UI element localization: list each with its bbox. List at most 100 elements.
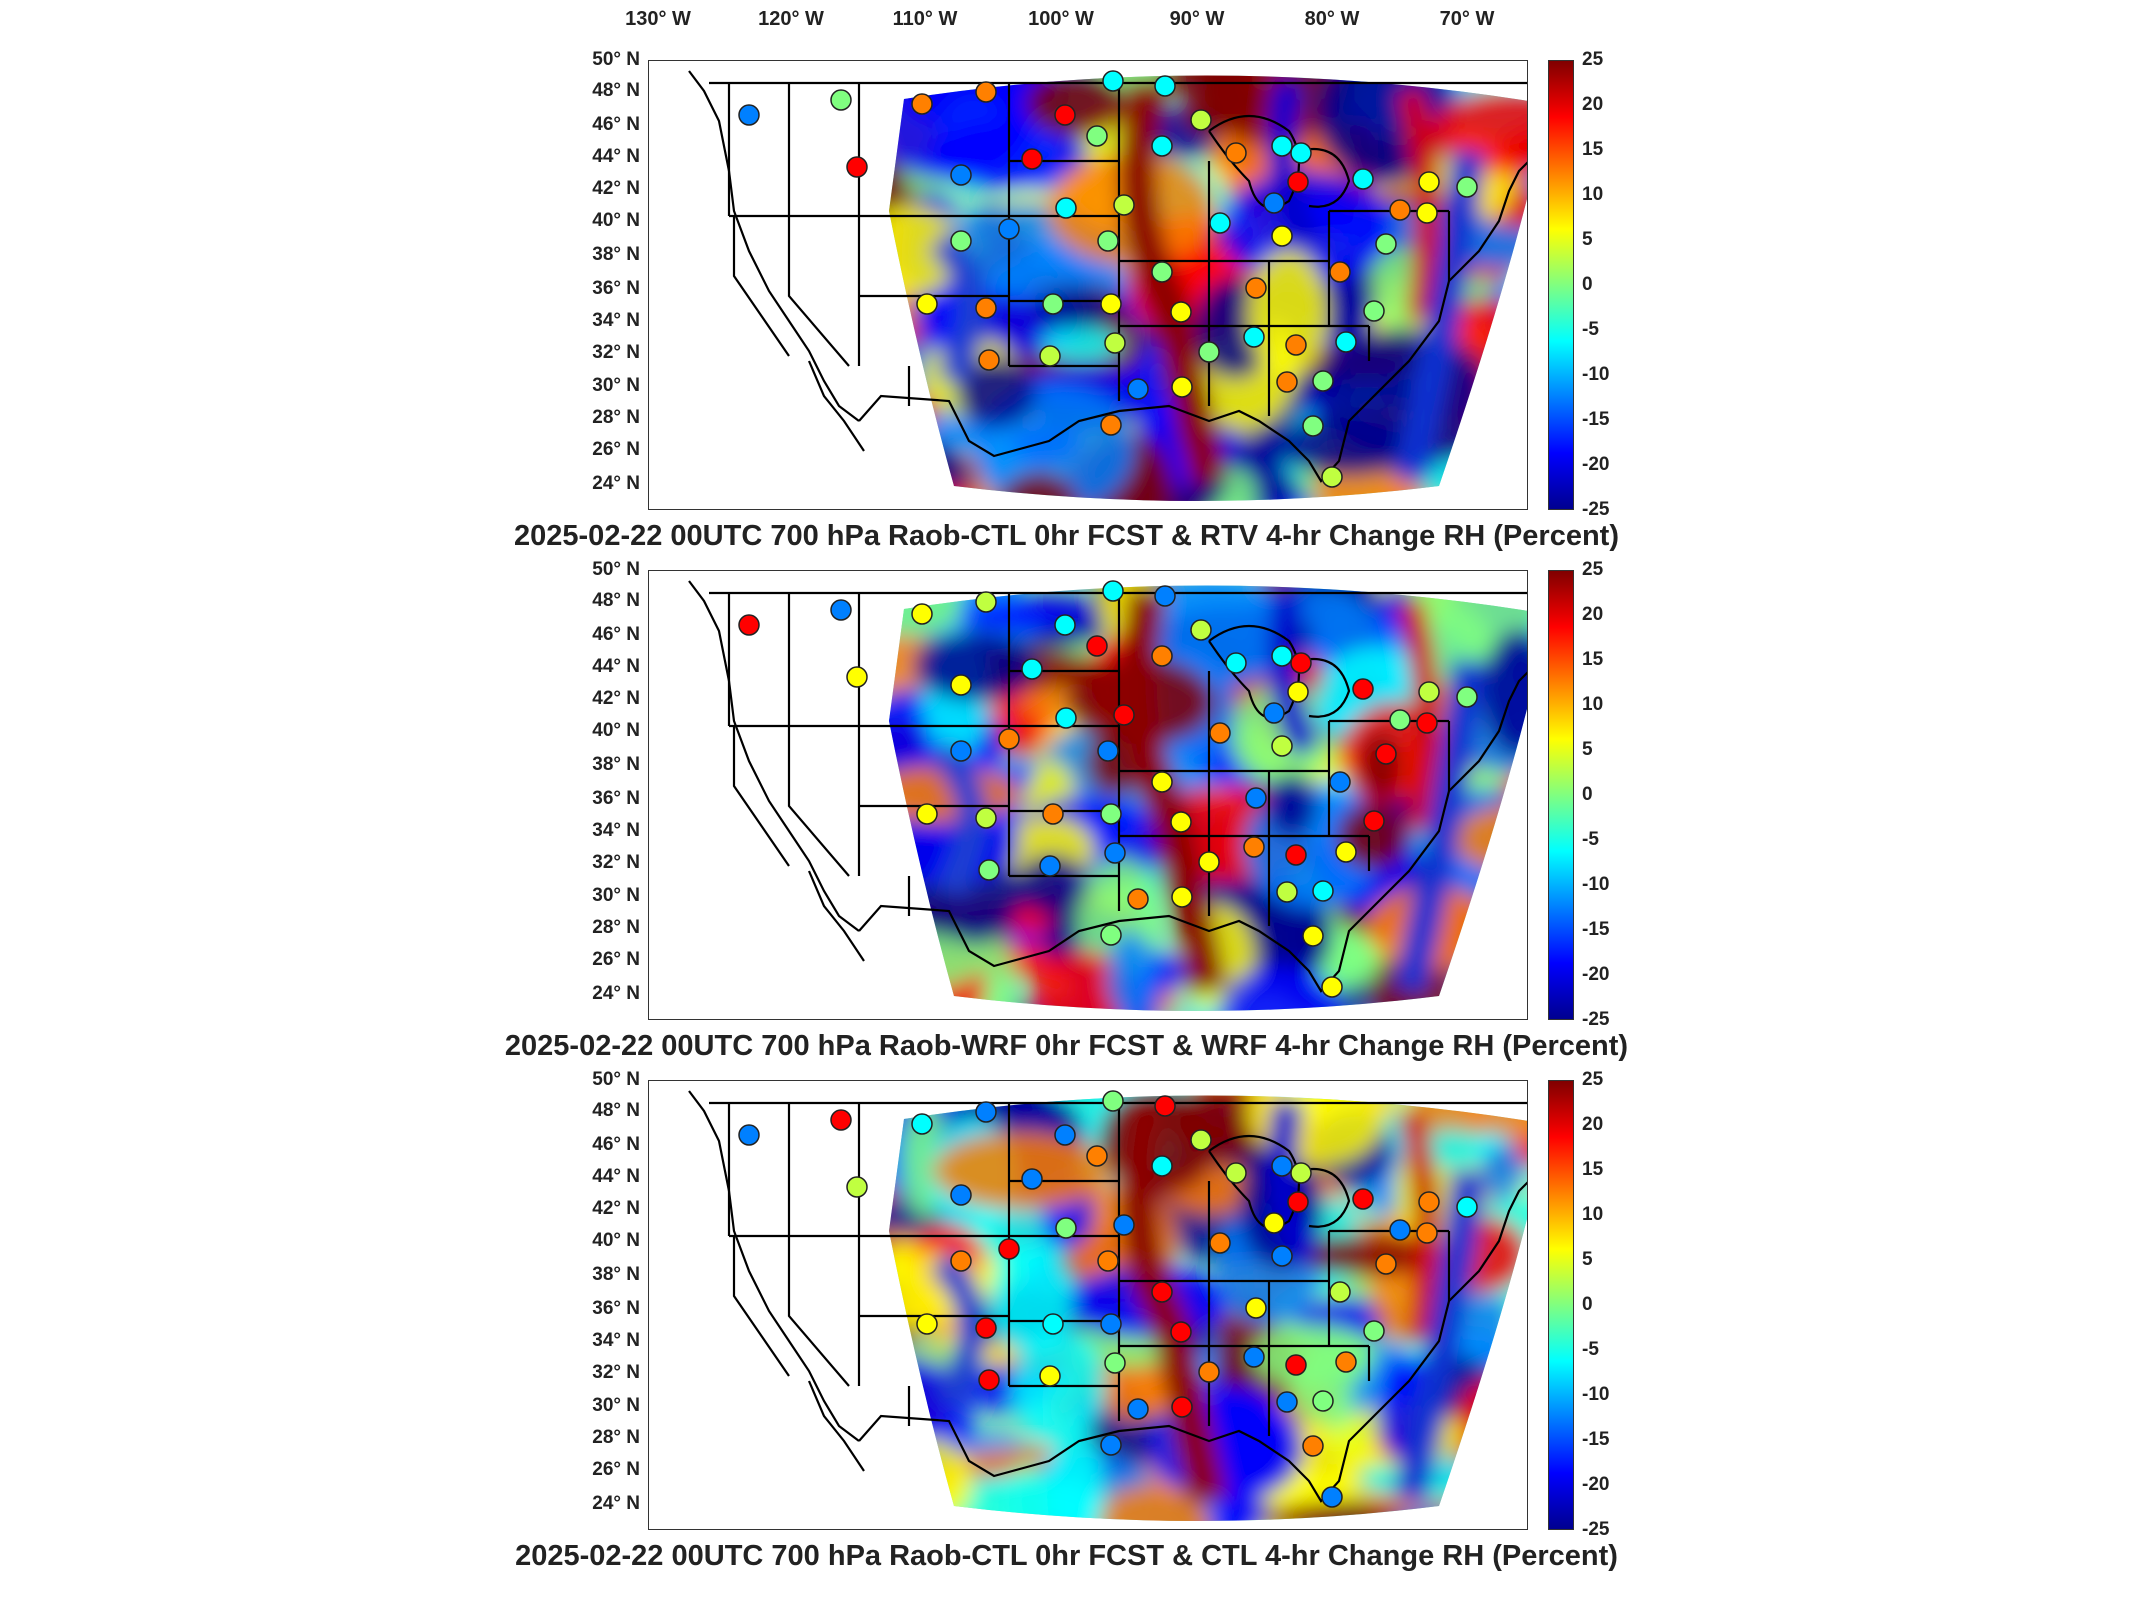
lat-label: 28° N — [592, 917, 640, 938]
raob-site-marker — [1151, 135, 1173, 157]
lat-label: 30° N — [592, 1395, 640, 1416]
raob-site-marker — [1329, 1281, 1351, 1303]
lat-label: 50° N — [592, 1069, 640, 1090]
longitude-axis: 130° W 120° W 110° W 100° W 90° W 80° W … — [0, 0, 2133, 60]
raob-site-marker — [1243, 326, 1265, 348]
raob-site-marker — [1352, 678, 1374, 700]
raob-site-marker — [1151, 1155, 1173, 1177]
raob-site-marker — [1127, 888, 1149, 910]
raob-site-marker — [1190, 109, 1212, 131]
raob-site-marker — [911, 93, 933, 115]
colorbar-tick-label: 10 — [1582, 694, 1604, 715]
raob-site-marker — [1097, 1250, 1119, 1272]
raob-site-marker — [1209, 212, 1231, 234]
raob-site-marker — [1086, 1145, 1108, 1167]
raob-site-marker — [1290, 1162, 1312, 1184]
raob-site-marker — [1225, 142, 1247, 164]
raob-site-marker — [1039, 345, 1061, 367]
raob-site-marker — [1097, 230, 1119, 252]
raob-site-marker — [1021, 1168, 1043, 1190]
lat-label: 40° N — [592, 720, 640, 741]
lat-label: 50° N — [592, 49, 640, 70]
colorbar-tick-label: -10 — [1582, 364, 1610, 385]
raob-site-marker — [1290, 652, 1312, 674]
raob-site-marker — [1100, 1434, 1122, 1456]
raob-site-marker — [1287, 1191, 1309, 1213]
raob-site-marker — [1312, 880, 1334, 902]
raob-site-marker — [975, 297, 997, 319]
colorbar-tick-label: 20 — [1582, 1114, 1604, 1135]
colorbar-tick-label: -25 — [1582, 1519, 1610, 1540]
lat-label: 38° N — [592, 244, 640, 265]
raob-site-marker — [950, 1184, 972, 1206]
colorbar-tick-label: -5 — [1582, 1339, 1599, 1360]
lat-label: 36° N — [592, 278, 640, 299]
raob-site-marker — [1416, 202, 1438, 224]
colorbar-tick-label: 5 — [1582, 229, 1593, 250]
raob-site-marker — [1418, 171, 1440, 193]
raob-site-marker — [1113, 194, 1135, 216]
raob-site-marker — [1042, 293, 1064, 315]
lat-label: 44° N — [592, 146, 640, 167]
rh-change-map — [648, 570, 1528, 1020]
raob-site-marker — [1416, 1222, 1438, 1244]
raob-site-marker — [1456, 686, 1478, 708]
raob-site-marker — [1456, 176, 1478, 198]
colorbar-tick-label: 5 — [1582, 1249, 1593, 1270]
raob-site-marker — [1287, 171, 1309, 193]
raob-site-marker — [1042, 1313, 1064, 1335]
lon-label: 110° W — [892, 8, 958, 30]
raob-site-marker — [916, 1313, 938, 1335]
colorbar — [1548, 1080, 1574, 1530]
colorbar-tick-label: 0 — [1582, 784, 1593, 805]
raob-site-marker — [1276, 371, 1298, 393]
raob-site-marker — [950, 674, 972, 696]
raob-site-marker — [1170, 301, 1192, 323]
colorbar-tick-label: 25 — [1582, 1069, 1604, 1090]
raob-site-marker — [1271, 645, 1293, 667]
colorbar-tick-label: 15 — [1582, 139, 1604, 160]
raob-site-marker — [1039, 1365, 1061, 1387]
lat-label: 46° N — [592, 624, 640, 645]
colorbar-tick-label: -25 — [1582, 1009, 1610, 1030]
raob-site-marker — [1352, 168, 1374, 190]
raob-site-marker — [916, 293, 938, 315]
raob-site-marker — [978, 859, 1000, 881]
raob-site-marker — [846, 156, 868, 178]
raob-site-marker — [1329, 771, 1351, 793]
raob-site-marker — [1321, 1486, 1343, 1508]
raob-site-marker — [1285, 334, 1307, 356]
colorbar-tick-label: 25 — [1582, 49, 1604, 70]
raob-site-marker — [1335, 1351, 1357, 1373]
raob-site-marker — [738, 1124, 760, 1146]
raob-site-marker — [978, 1369, 1000, 1391]
raob-site-marker — [1271, 1245, 1293, 1267]
raob-site-marker — [1171, 1396, 1193, 1418]
raob-site-marker — [1055, 197, 1077, 219]
raob-site-marker — [1271, 1155, 1293, 1177]
lat-label: 26° N — [592, 1459, 640, 1480]
raob-site-marker — [1127, 1398, 1149, 1420]
raob-site-marker — [1054, 614, 1076, 636]
lat-label: 48° N — [592, 80, 640, 101]
colorbar-tick-label: 0 — [1582, 274, 1593, 295]
raob-site-marker — [1363, 300, 1385, 322]
raob-site-marker — [950, 164, 972, 186]
raob-site-marker — [1086, 125, 1108, 147]
raob-site-marker — [1375, 233, 1397, 255]
colorbar-tick-label: 15 — [1582, 649, 1604, 670]
raob-site-marker — [1113, 704, 1135, 726]
lat-label: 30° N — [592, 375, 640, 396]
raob-site-marker — [1243, 836, 1265, 858]
raob-site-marker — [1055, 1217, 1077, 1239]
lon-label: 70° W — [1439, 8, 1495, 30]
raob-site-marker — [1021, 148, 1043, 170]
map-panel-3: 50° N 48° N 46° N 44° N 42° N 40° N 38° N 36° N… — [0, 1069, 2133, 1600]
raob-site-marker — [1418, 681, 1440, 703]
lon-label: 80° W — [1304, 8, 1360, 30]
raob-site-marker — [1151, 771, 1173, 793]
colorbar-tick-label: 10 — [1582, 184, 1604, 205]
lat-label: 42° N — [592, 1198, 640, 1219]
lat-label: 40° N — [592, 210, 640, 231]
raob-site-marker — [1363, 810, 1385, 832]
